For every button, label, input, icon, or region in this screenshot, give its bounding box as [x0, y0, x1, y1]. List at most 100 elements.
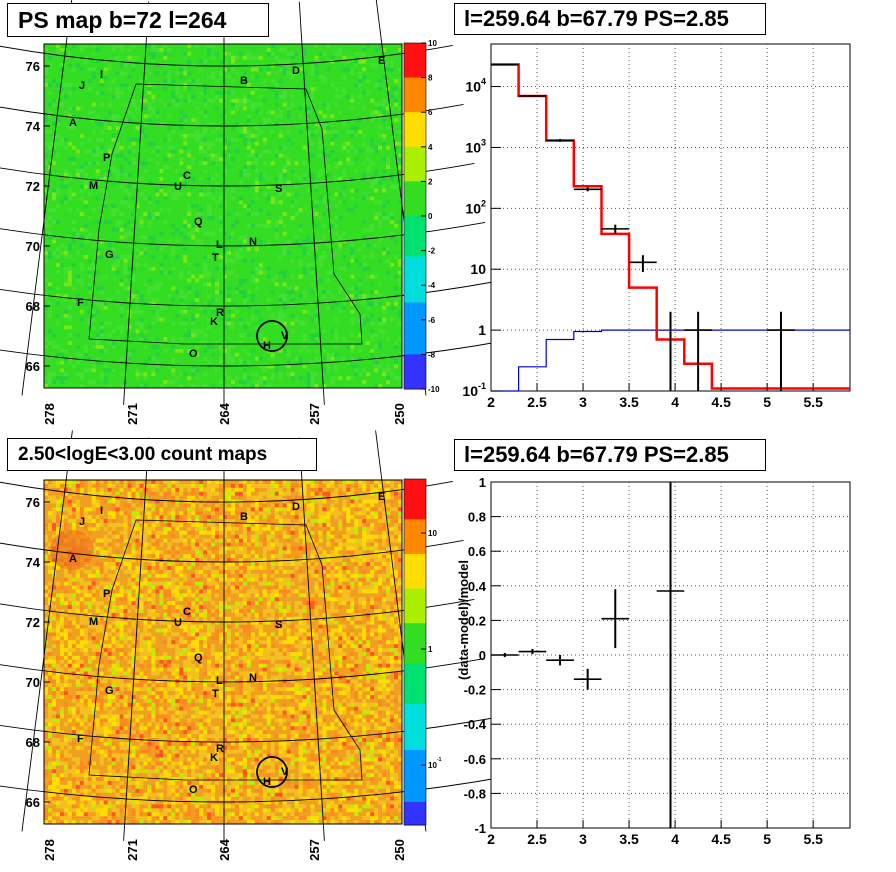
y-tick-label: 66 [26, 359, 40, 374]
source-label-o: O [189, 348, 198, 360]
map-frame [43, 479, 403, 825]
y-tick-label: 72 [26, 179, 40, 194]
source-label-o: O [189, 784, 198, 796]
source-label-a: A [69, 117, 77, 129]
hot-spot [50, 530, 94, 570]
y-tick-label: 10 [470, 261, 486, 277]
y-tick-label: 66 [26, 795, 40, 810]
y-tick-label: 1 [478, 322, 486, 338]
y-tick-label: 102 [465, 198, 486, 216]
data-points [491, 63, 795, 391]
colorbar-label: 0 [428, 212, 433, 221]
x-tick-label: 264 [217, 838, 232, 860]
model-histogram [491, 63, 850, 390]
colorbar-label: 10 [428, 529, 437, 538]
longitude-line [21, 430, 73, 832]
x-tick-label: 4 [671, 394, 679, 410]
source-label-l: L [216, 675, 223, 687]
longitude-line [298, 1, 325, 405]
source-label-j: J [79, 516, 85, 528]
y-tick-label: -0.2 [464, 683, 486, 698]
source-label-b: B [240, 511, 248, 523]
colorbar-label: -2 [428, 247, 436, 256]
region-boundary [88, 83, 363, 345]
source-label-g: G [105, 249, 114, 261]
source-label-e: E [378, 491, 385, 503]
source-label-d: D [292, 501, 300, 513]
source-labels: E D B I J A P CU M S Q L N T G F RK HV O [69, 55, 385, 360]
grid [491, 482, 850, 828]
y-tick-label: 0.2 [468, 613, 486, 628]
x-axis: 2 2.5 3 3.5 4 4.5 5 5.5 [487, 820, 823, 847]
source-label-u: U [174, 181, 182, 193]
y-tick-label: 0.8 [468, 510, 486, 525]
region-boundary [88, 519, 363, 781]
y-tick-label: 0 [479, 648, 486, 663]
x-tick-label: 257 [307, 403, 322, 425]
colorbar-label: 4 [428, 143, 433, 152]
heatmap-cells [44, 480, 403, 825]
longitude-line [298, 437, 325, 841]
source-label-r: R [216, 307, 224, 319]
x-tick-label: 264 [217, 402, 232, 424]
y-tick-label: 76 [26, 59, 40, 74]
spectrum-panel: 2 2.5 3 3.5 4 4.5 5 5.5 10-1 1 10 102 103 104 [462, 43, 851, 410]
x-tick-label: 2.5 [527, 831, 547, 847]
source-circle [256, 320, 288, 352]
colorbar-label: 2 [428, 177, 433, 186]
colorbar-label: -6 [428, 316, 436, 325]
y-tick-label: 76 [26, 495, 40, 510]
y-tick-label: 0.6 [468, 544, 486, 559]
map-frame [43, 43, 403, 389]
x-tick-label: 4 [671, 831, 679, 847]
source-circle [256, 756, 288, 788]
colorbar-label: -8 [428, 350, 436, 359]
x-tick-label: 3.5 [619, 394, 639, 410]
colorbar-label: 10 [428, 39, 437, 48]
colorbar-frame [403, 478, 427, 826]
y-tick-label: 68 [26, 299, 40, 314]
x-tick-label: 3 [579, 831, 587, 847]
y-axis: 76 74 72 70 68 66 [26, 59, 50, 374]
source-label-l: L [216, 239, 223, 251]
count-map-panel: E D B I J A P CU M S Q L N T G F RK HV O 76 74 72 70 68 66 278 271… [0, 430, 507, 861]
source-label-u: U [174, 617, 182, 629]
source-label-q: Q [194, 216, 203, 228]
x-tick-label: 2.5 [527, 394, 547, 410]
source-label-f: F [77, 733, 84, 745]
x-axis: 2 2.5 3 3.5 4 4.5 5 5.5 [487, 383, 823, 410]
x-tick-label: 3 [579, 394, 587, 410]
source-label-i: I [100, 505, 103, 517]
x-tick-label: 2 [487, 394, 495, 410]
y-axis-title: (data-model)/model [456, 560, 471, 680]
source-label-h: H [263, 340, 271, 352]
y-tick-label: 10-1 [462, 381, 486, 399]
source-label-g: G [105, 685, 114, 697]
x-tick-label: 5.5 [803, 394, 823, 410]
tr-panel-title: l=259.64 b=67.79 PS=2.85 [454, 3, 766, 35]
source-label-r: R [216, 743, 224, 755]
tl-panel-title: PS map b=72 l=264 [7, 3, 269, 37]
source-label-m: M [89, 180, 98, 192]
source-label-a: A [69, 553, 77, 565]
source-label-p: P [103, 588, 110, 600]
colorbar: 10 8 6 4 2 0 -2 -4 -6 -8 -10 [403, 39, 440, 394]
x-tick-label: 271 [125, 403, 140, 425]
x-tick-label: 4.5 [711, 394, 731, 410]
source-label-v: V [281, 330, 289, 342]
longitude-line [123, 437, 150, 841]
y-tick-label: 74 [26, 119, 41, 134]
source-label-k: K [210, 316, 218, 328]
y-axis: 1 0.8 0.6 0.4 0.2 0 -0.2 -0.4 -0.6 -0.8 -1 [464, 475, 501, 836]
source-label-c: C [183, 170, 191, 182]
heatmap-cells [44, 44, 403, 389]
y-tick-label: -0.6 [464, 752, 486, 767]
x-tick-label: 271 [125, 839, 140, 861]
residual-panel: 2 2.5 3 3.5 4 4.5 5 5.5 1 0.8 0.6 0.4 0.2 0 -0.2 -0.4 -0… [456, 475, 851, 847]
y-tick-label: -0.4 [464, 717, 487, 732]
y-axis: 76 74 72 70 68 66 [26, 495, 50, 810]
colorbar-label: 6 [428, 108, 433, 117]
colorbar: 10 1 10-1 [403, 478, 442, 826]
x-tick-label: 4.5 [711, 831, 731, 847]
